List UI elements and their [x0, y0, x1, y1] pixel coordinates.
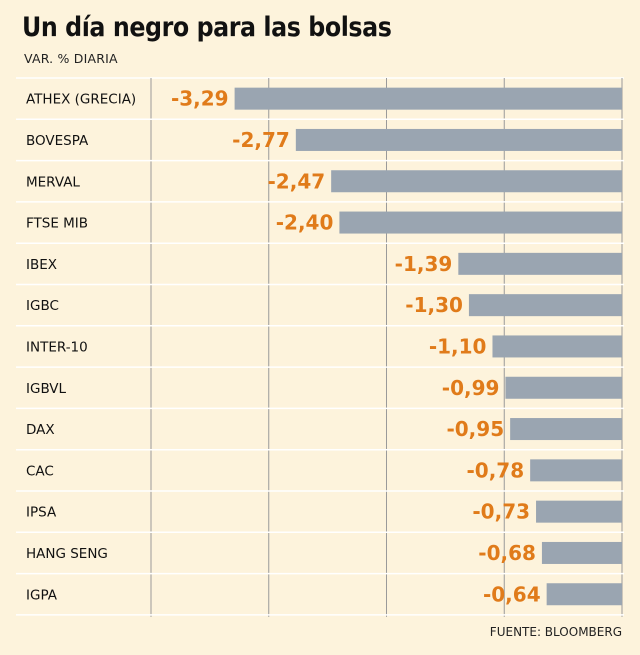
bar	[331, 170, 622, 193]
category-label: INTER-10	[26, 339, 88, 355]
category-label: IGBC	[26, 298, 59, 314]
value-label: -0,64	[483, 582, 541, 606]
value-label: -2,77	[232, 128, 290, 152]
category-label: BOVESPA	[26, 133, 89, 149]
category-label: MERVAL	[26, 174, 80, 190]
bar	[546, 583, 622, 606]
category-label: FTSE MIB	[26, 216, 88, 232]
bar	[510, 418, 622, 441]
value-label: -1,39	[395, 252, 453, 276]
bar	[492, 335, 622, 358]
value-label: -2,47	[268, 169, 326, 193]
bar	[234, 87, 623, 110]
category-label: IBEX	[26, 257, 57, 273]
category-label: DAX	[26, 422, 55, 438]
category-label: IGPA	[26, 587, 58, 603]
bar	[339, 211, 622, 234]
category-label: CAC	[26, 463, 54, 479]
bar	[541, 541, 622, 564]
value-label: -0,95	[446, 417, 504, 441]
value-label: -0,78	[466, 458, 524, 482]
value-label: -0,68	[478, 541, 536, 565]
bar	[458, 252, 622, 275]
bar	[536, 500, 622, 523]
source-note: FUENTE: BLOOMBERG	[489, 625, 622, 639]
value-label: -3,29	[171, 87, 229, 111]
value-label: -0,73	[472, 500, 530, 524]
category-label: IGBVL	[26, 381, 67, 397]
value-label: -2,40	[276, 211, 334, 235]
bar	[505, 376, 622, 399]
category-label: ATHEX (GRECIA)	[26, 92, 136, 108]
category-label: HANG SENG	[26, 546, 108, 562]
chart-title: Un día negro para las bolsas	[22, 12, 392, 43]
chart-subtitle: VAR. % DIARIA	[24, 51, 118, 66]
bar	[530, 459, 622, 482]
value-label: -0,99	[442, 376, 500, 400]
category-label: IPSA	[26, 505, 57, 521]
bar	[295, 128, 622, 151]
value-label: -1,30	[405, 293, 463, 317]
bar	[468, 294, 622, 317]
value-label: -1,10	[429, 334, 487, 358]
